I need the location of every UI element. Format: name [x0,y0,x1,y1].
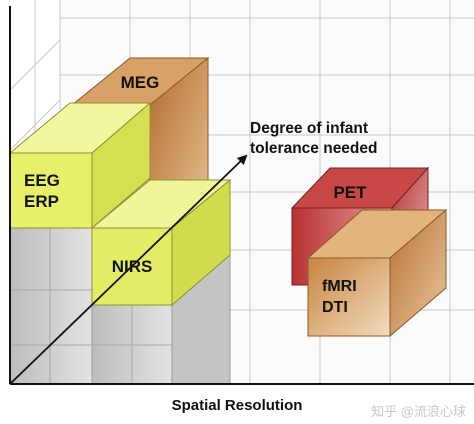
watermark: 知乎 @流浪心球 [371,404,466,419]
block-fmri: fMRI DTI [306,208,448,338]
block-eeg-label: EEG ERP [24,171,60,211]
tolerance-arrow [9,154,248,385]
block-pet-label: PET [333,183,367,202]
axes [9,6,474,385]
block-meg-label: MEG [121,73,160,92]
grey-column-nirs [91,253,231,385]
block-fmri-label: fMRI DTI [322,278,357,316]
tolerance-label: Degree of infant tolerance needed [250,120,378,157]
x-axis-title: Spatial Resolution [171,397,303,414]
block-eeg: EEG ERP [8,101,152,230]
